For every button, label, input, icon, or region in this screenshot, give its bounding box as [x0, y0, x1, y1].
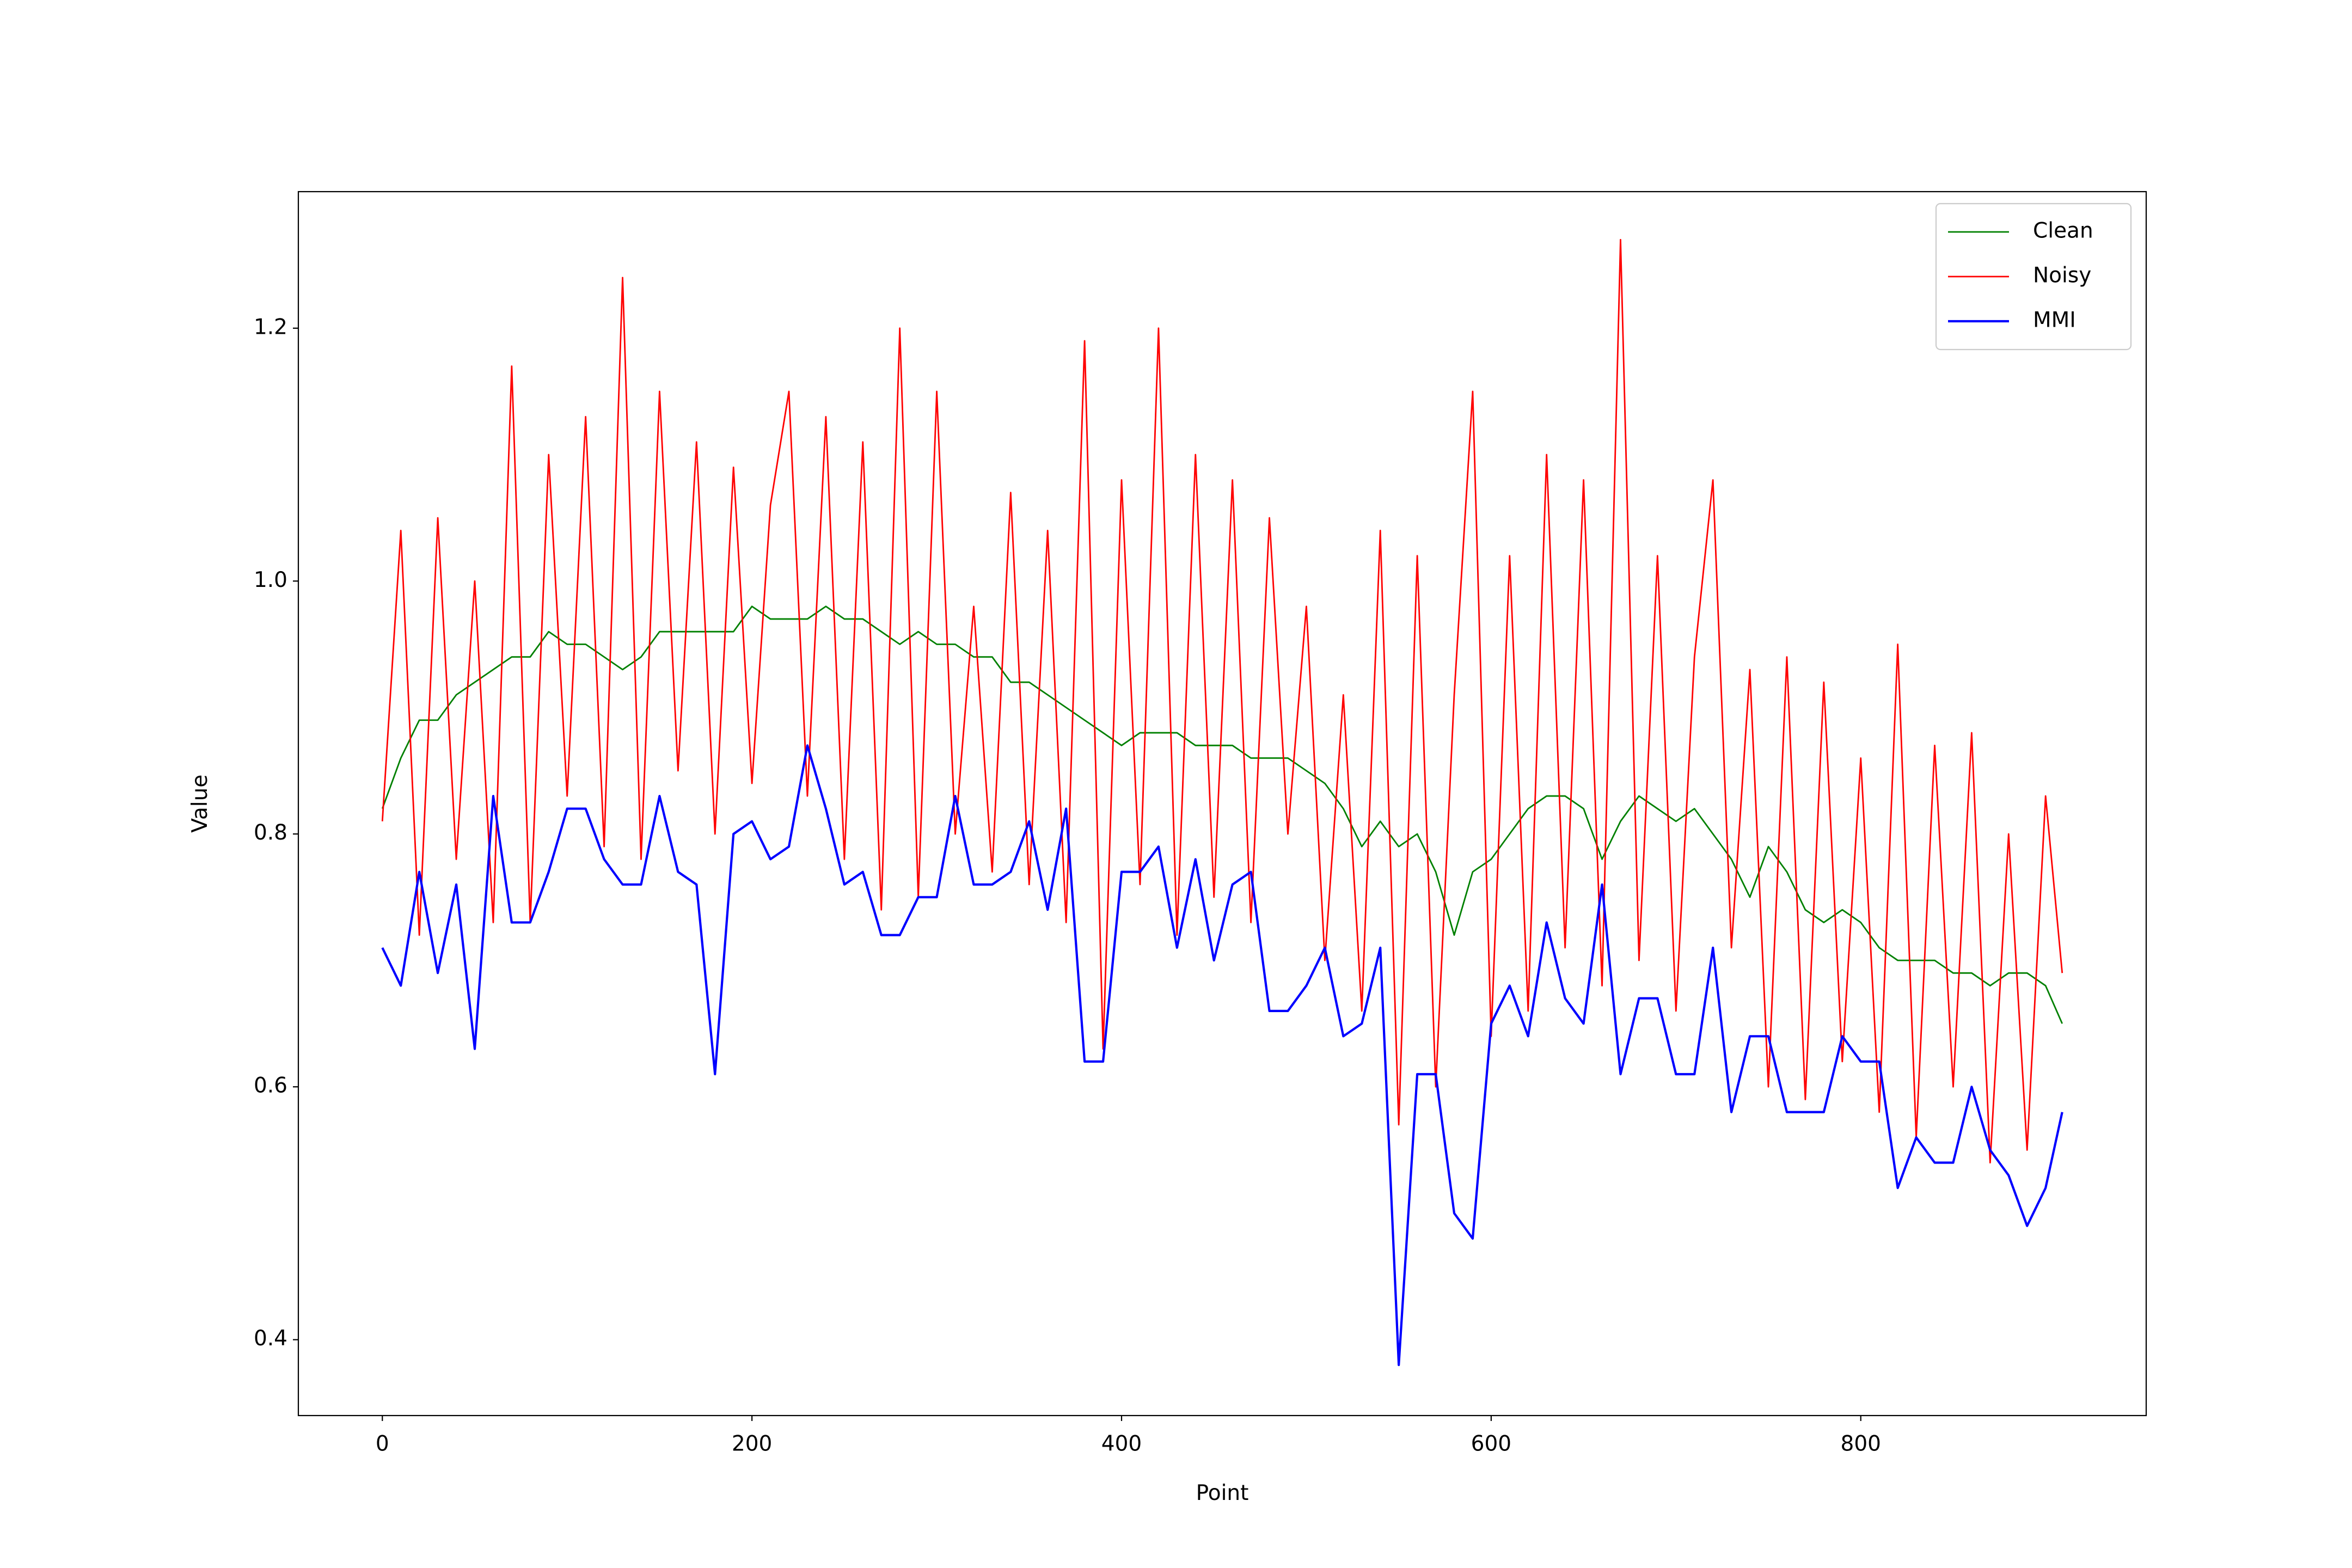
y-tick-label: 0.6: [254, 1074, 287, 1098]
series-line: [381, 238, 2063, 1163]
legend-label: Noisy: [2033, 264, 2091, 288]
y-tick-label: 0.4: [254, 1326, 287, 1351]
y-tick-label: 1.0: [254, 568, 287, 592]
y-axis-label: Value: [188, 774, 212, 832]
x-tick-label: 0: [376, 1432, 389, 1456]
y-tick-label: 1.2: [254, 315, 287, 339]
legend-box: [1935, 203, 2132, 351]
x-tick-label: 200: [732, 1432, 772, 1456]
x-tick-label: 800: [1841, 1432, 1881, 1456]
series-line: [381, 605, 2063, 1024]
y-tick-label: 0.8: [254, 820, 287, 845]
x-axis-label: Point: [1196, 1481, 1249, 1505]
series-line: [381, 744, 2063, 1367]
x-tick-label: 400: [1101, 1432, 1142, 1456]
legend-label: MMI: [2033, 308, 2076, 333]
legend-label: Clean: [2033, 219, 2093, 243]
x-tick-label: 600: [1471, 1432, 1511, 1456]
plot-frame: [297, 191, 2147, 1417]
